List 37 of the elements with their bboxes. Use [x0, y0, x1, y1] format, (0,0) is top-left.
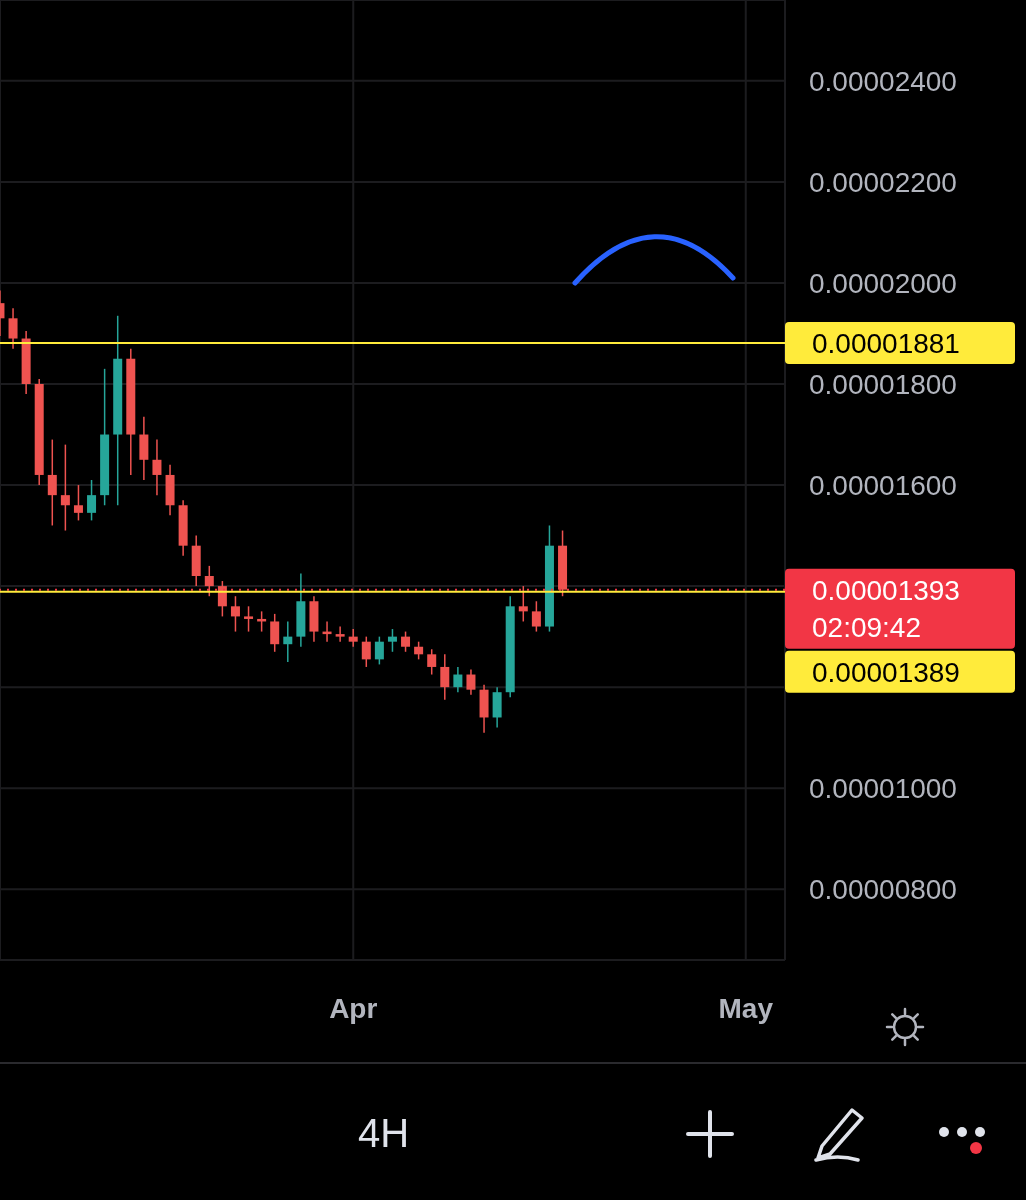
y-tick-label: 0.00000800 [809, 874, 957, 906]
candlestick [348, 628, 358, 648]
x-tick-label: May [718, 992, 774, 1024]
candlestick [466, 668, 476, 696]
candlestick [270, 613, 280, 653]
candlestick [387, 628, 397, 653]
candlestick [73, 484, 83, 522]
candlestick [230, 595, 240, 633]
candlestick [152, 438, 162, 496]
candlestick [8, 307, 18, 350]
ref-line-label: 0.00001393 [812, 574, 960, 606]
ref-line-label: 0.00001389 [812, 656, 960, 688]
candlestick [47, 438, 57, 527]
candlestick [453, 666, 463, 693]
x-tick-label: Apr [329, 992, 378, 1024]
candlestick [335, 625, 345, 643]
y-tick-label: 0.00002400 [809, 65, 957, 97]
candlestick [244, 605, 254, 633]
candlestick [374, 635, 384, 666]
y-tick-label: 0.00001600 [809, 469, 957, 501]
candlestick [87, 479, 97, 522]
candlestick [401, 630, 411, 653]
candlestick [60, 443, 70, 532]
y-tick-label: 0.00002000 [809, 267, 957, 299]
y-tick-label: 0.00001000 [809, 773, 957, 805]
candlestick [361, 635, 371, 668]
ref-line-label: 0.00001881 [812, 328, 960, 360]
candlestick [427, 648, 437, 676]
candlestick [440, 653, 450, 701]
text: 4H [358, 1110, 410, 1156]
candlestick [518, 585, 528, 623]
candlestick [204, 565, 214, 597]
text: 02:09:42 [812, 611, 921, 643]
candlestick [531, 600, 541, 633]
y-tick-label: 0.00001800 [809, 368, 957, 400]
candlestick [283, 620, 293, 663]
y-tick-label: 0.00002200 [809, 166, 957, 198]
